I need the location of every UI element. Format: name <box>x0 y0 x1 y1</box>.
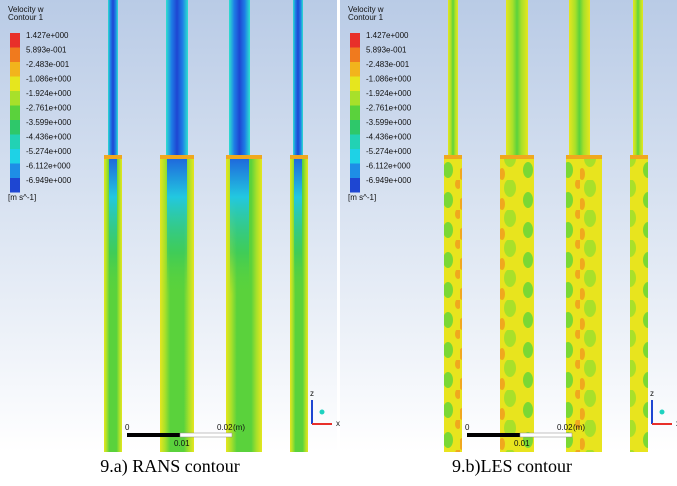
legend-swatch <box>10 178 20 193</box>
legend-label: -4.436e+000 <box>26 133 72 142</box>
jet-core <box>230 155 249 295</box>
legend-swatch <box>10 77 20 92</box>
inlet-pipe <box>229 0 250 160</box>
pipe-top-edge <box>226 155 262 159</box>
scale-end: 0.02 <box>557 423 573 432</box>
legend-swatch <box>350 106 360 121</box>
legend-label: -6.949e+000 <box>26 176 72 185</box>
legend-swatch <box>350 77 360 92</box>
axis-z-label: z <box>650 389 654 398</box>
jet-core <box>109 155 117 295</box>
axis-z-label: z <box>310 389 314 398</box>
legend-swatch <box>10 164 20 179</box>
scale-start: 0 <box>465 423 470 432</box>
pipe-top-edge <box>500 155 534 159</box>
legend-label: 5.893e-001 <box>26 46 67 55</box>
legend-swatch <box>350 120 360 135</box>
pipe-top-edge <box>160 155 194 159</box>
legend-label: -5.274e+000 <box>366 147 412 156</box>
legend-swatch <box>10 48 20 63</box>
scale-unit: (m) <box>233 423 245 432</box>
legend-label: -3.599e+000 <box>26 118 72 127</box>
pipe-top-edge <box>444 155 462 159</box>
inlet-pipe <box>506 0 528 160</box>
legend-label: -1.924e+000 <box>26 89 72 98</box>
legend-label: -6.112e+000 <box>366 162 411 171</box>
legend-label: -5.274e+000 <box>26 147 72 156</box>
legend-swatch <box>350 178 360 193</box>
legend-swatch <box>10 62 20 77</box>
inlet-pipe <box>633 0 643 160</box>
scale-unit: (m) <box>573 423 585 432</box>
pipe-top-edge <box>630 155 648 159</box>
outlet-pipe <box>566 155 602 452</box>
inlet-pipe <box>293 0 303 160</box>
inlet-pipe <box>569 0 590 160</box>
legend-swatch <box>10 91 20 106</box>
axis-y <box>320 410 325 415</box>
legend-subtitle: Contour 1 <box>8 13 44 22</box>
legend-label: -1.086e+000 <box>26 75 72 84</box>
legend-label: -6.949e+000 <box>366 176 412 185</box>
scale-bar-filled <box>467 433 520 437</box>
legend-label: -4.436e+000 <box>366 133 412 142</box>
scale-bar-empty <box>520 433 572 437</box>
legend-swatch <box>10 120 20 135</box>
legend-swatch <box>10 149 20 164</box>
legend-swatch <box>350 149 360 164</box>
inlet-pipe <box>448 0 458 160</box>
legend-label: 5.893e-001 <box>366 46 407 55</box>
legend-swatch <box>350 33 360 48</box>
legend-label: -1.924e+000 <box>366 89 412 98</box>
legend-label: -3.599e+000 <box>366 118 412 127</box>
scale-bar-filled <box>127 433 180 437</box>
outlet-pipe <box>630 155 648 452</box>
legend-label: -6.112e+000 <box>26 162 71 171</box>
outlet-pipe <box>500 155 534 452</box>
scale-end: 0.02 <box>217 423 233 432</box>
legend-label: -1.086e+000 <box>366 75 412 84</box>
figure: Velocity wContour 11.427e+0005.893e-001-… <box>0 0 677 486</box>
caption: 9.b)LES contour <box>452 456 572 477</box>
pipe-top-edge <box>290 155 308 159</box>
axis-x-label: x <box>336 419 340 428</box>
inlet-pipe <box>166 0 188 160</box>
legend-swatch <box>350 62 360 77</box>
scale-bar-empty <box>180 433 232 437</box>
legend-label: -2.483e-001 <box>26 60 70 69</box>
legend-swatch <box>350 164 360 179</box>
legend-unit: [m s^-1] <box>348 193 376 202</box>
legend-swatch <box>350 91 360 106</box>
legend-label: 1.427e+000 <box>366 31 409 40</box>
legend-swatch <box>10 33 20 48</box>
legend-swatch <box>10 106 20 121</box>
legend-label: -2.483e-001 <box>366 60 410 69</box>
axis-y <box>660 410 665 415</box>
scale-mid: 0.01 <box>514 439 530 448</box>
legend-subtitle: Contour 1 <box>348 13 384 22</box>
legend-unit: [m s^-1] <box>8 193 36 202</box>
legend-swatch <box>10 135 20 150</box>
legend-label: -2.761e+000 <box>366 104 412 113</box>
inlet-pipe <box>108 0 118 160</box>
pipe-top-edge <box>104 155 122 159</box>
legend-label: 1.427e+000 <box>26 31 69 40</box>
scale-start: 0 <box>125 423 130 432</box>
jet-core <box>167 155 187 295</box>
scale-mid: 0.01 <box>174 439 190 448</box>
outlet-pipe <box>444 155 462 452</box>
legend-swatch <box>350 48 360 63</box>
legend-swatch <box>350 135 360 150</box>
caption: 9.a) RANS contour <box>100 456 239 477</box>
legend-label: -2.761e+000 <box>26 104 72 113</box>
pipe-top-edge <box>566 155 602 159</box>
figure-svg: Velocity wContour 11.427e+0005.893e-001-… <box>0 0 677 486</box>
jet-core <box>294 155 302 295</box>
